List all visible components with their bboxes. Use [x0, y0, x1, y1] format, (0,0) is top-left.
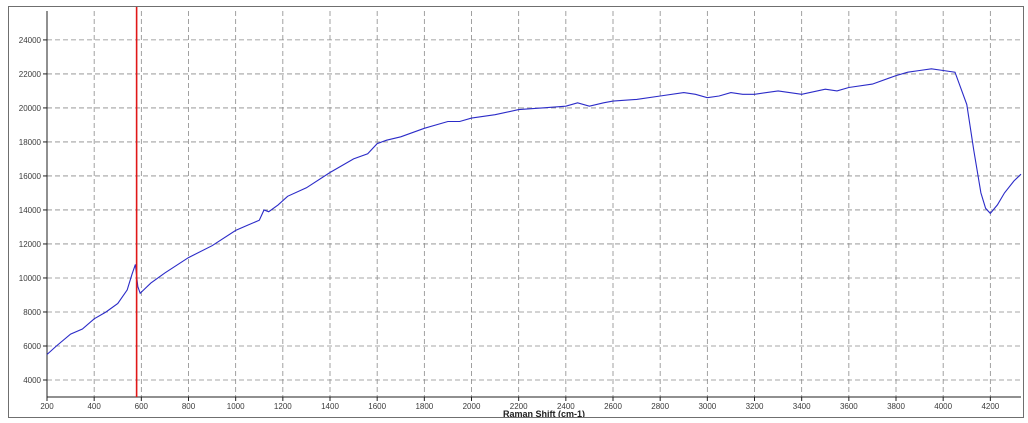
- x-tick-label: 1000: [227, 402, 245, 411]
- y-tick-label: 10000: [19, 274, 42, 283]
- x-tick-label: 2800: [651, 402, 669, 411]
- x-tick-label: 1200: [274, 402, 292, 411]
- x-tick-label: 200: [40, 402, 54, 411]
- x-tick-label: 3400: [793, 402, 811, 411]
- x-tick-label: 400: [87, 402, 101, 411]
- y-tick-label: 24000: [19, 36, 42, 45]
- series-layer: [46, 68, 1022, 355]
- raman-spectrum-chart: 200 400 600 800 1000 1200 1400 1600 1800 2000 2200…: [19, 7, 1022, 417]
- y-tick-label: 18000: [19, 138, 42, 147]
- y-tick-label: 20000: [19, 104, 42, 113]
- x-axis-title: Raman Shift (cm-1): [503, 409, 585, 417]
- axis-layer: 200 400 600 800 1000 1200 1400 1600 1800 2000 2200…: [19, 11, 1021, 411]
- x-tick-label: 3800: [887, 402, 905, 411]
- x-tick-label: 600: [135, 402, 149, 411]
- grid-layer: [46, 11, 1021, 397]
- x-tick-label: 1400: [321, 402, 339, 411]
- y-tick-label: 4000: [23, 376, 41, 385]
- y-tick-label: 8000: [23, 308, 41, 317]
- x-tick-label: 4000: [934, 402, 952, 411]
- x-tick-label: 2000: [463, 402, 481, 411]
- x-tick-label: 2200: [510, 402, 528, 411]
- x-tick-label: 3200: [746, 402, 764, 411]
- spectrum-line: [46, 68, 1022, 355]
- x-tick-label: 2400: [557, 402, 575, 411]
- x-tick-label: 800: [182, 402, 196, 411]
- x-tick-label: 2600: [604, 402, 622, 411]
- chart-frame: 200 400 600 800 1000 1200 1400 1600 1800 2000 2200…: [8, 6, 1024, 418]
- x-tick-label: 1600: [368, 402, 386, 411]
- x-tick-label: 4200: [981, 402, 999, 411]
- x-tick-label: 3600: [840, 402, 858, 411]
- y-tick-label: 6000: [23, 342, 41, 351]
- y-tick-label: 14000: [19, 206, 42, 215]
- y-tick-label: 12000: [19, 240, 42, 249]
- x-tick-label: 3000: [698, 402, 716, 411]
- y-tick-label: 22000: [19, 70, 42, 79]
- y-tick-label: 16000: [19, 172, 42, 181]
- x-tick-label: 1800: [415, 402, 433, 411]
